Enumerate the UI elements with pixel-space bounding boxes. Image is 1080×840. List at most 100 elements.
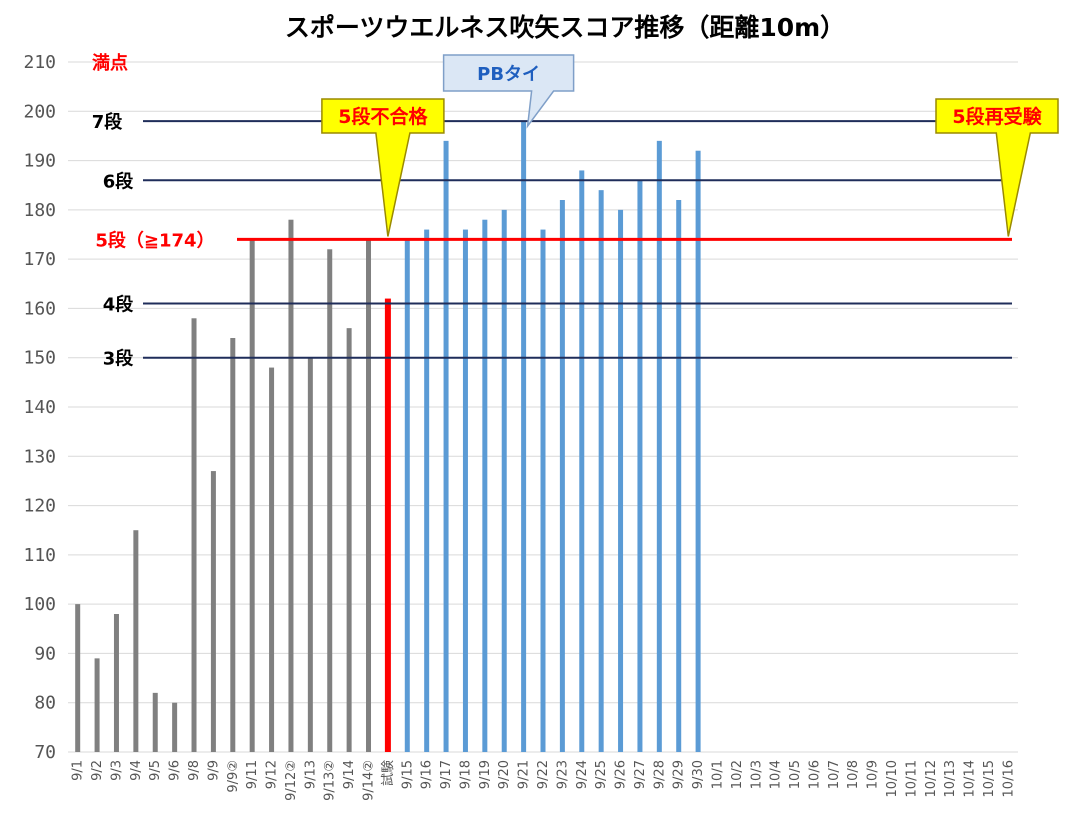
bar bbox=[540, 229, 546, 753]
bar bbox=[307, 357, 313, 752]
x-tick-label: 9/11 bbox=[245, 760, 260, 789]
x-tick-label: 9/8 bbox=[187, 760, 202, 781]
y-tick-label: 100 bbox=[23, 594, 56, 615]
x-tick-label: 9/19 bbox=[478, 760, 493, 789]
x-tick-label: 9/29 bbox=[672, 760, 687, 789]
x-tick-label: 10/3 bbox=[749, 760, 764, 789]
x-tick-label: 10/15 bbox=[982, 760, 997, 797]
y-tick-label: 190 bbox=[23, 151, 56, 172]
bar bbox=[327, 249, 333, 753]
x-tick-label: 9/30 bbox=[691, 760, 706, 789]
bar bbox=[210, 471, 216, 752]
bar bbox=[501, 209, 507, 752]
bar bbox=[695, 150, 701, 752]
x-tick-label: 9/4 bbox=[129, 760, 144, 781]
bar bbox=[172, 702, 178, 752]
x-tick-label: 10/16 bbox=[1001, 760, 1016, 797]
bar bbox=[598, 190, 604, 753]
callouts: 5段不合格 5段再受験 PBタイ bbox=[321, 54, 1059, 237]
bar bbox=[94, 658, 100, 752]
x-tick-label: 9/17 bbox=[439, 760, 454, 789]
bar bbox=[133, 530, 139, 752]
bar bbox=[366, 239, 372, 752]
y-tick-label: 130 bbox=[23, 446, 56, 467]
x-tick-label: 9/24 bbox=[575, 760, 590, 789]
x-tick-label: 10/12 bbox=[924, 760, 939, 797]
x-tick-label: 10/8 bbox=[846, 760, 861, 789]
y-tick-label: 180 bbox=[23, 200, 56, 221]
x-axis-labels: 9/1 9/2 9/3 9/4 9/5 9/6 9/8 9/9 9/9② 9/11 9/12 9/12… bbox=[71, 760, 1017, 801]
callout-label: 5段不合格 bbox=[338, 105, 428, 128]
bar bbox=[559, 200, 565, 752]
callout-shape bbox=[321, 98, 445, 237]
bar bbox=[384, 298, 391, 752]
x-tick-label: 10/2 bbox=[730, 760, 745, 789]
y-tick-label: 70 bbox=[34, 742, 56, 763]
x-tick-label: 9/25 bbox=[594, 760, 609, 789]
x-tick-label: 9/9 bbox=[206, 760, 221, 781]
bar bbox=[462, 229, 468, 753]
bar bbox=[152, 692, 158, 752]
reference-line-label: 満点 bbox=[92, 52, 128, 74]
x-tick-label: 試験 bbox=[380, 760, 396, 786]
x-tick-label: 9/13 bbox=[303, 760, 318, 789]
reference-line-label: 3段 bbox=[103, 348, 135, 370]
y-tick-label: 160 bbox=[23, 298, 56, 319]
bar bbox=[191, 318, 197, 752]
bar bbox=[656, 140, 662, 752]
x-tick-label: 10/14 bbox=[963, 760, 978, 797]
x-tick-label: 9/20 bbox=[497, 760, 512, 789]
x-tick-label: 9/28 bbox=[652, 760, 667, 789]
bar bbox=[288, 219, 294, 752]
x-tick-label: 10/5 bbox=[788, 760, 803, 789]
x-tick-label: 9/6 bbox=[168, 760, 183, 781]
bar bbox=[269, 367, 275, 752]
x-tick-label: 9/15 bbox=[400, 760, 415, 789]
callout-label: 5段再受験 bbox=[952, 105, 1042, 128]
y-tick-label: 210 bbox=[23, 52, 56, 73]
bar bbox=[676, 200, 682, 752]
chart-title: スポーツウエルネス吹矢スコア推移（距離10m） bbox=[285, 13, 845, 42]
bar bbox=[404, 239, 410, 752]
x-tick-label: 9/12 bbox=[265, 760, 280, 789]
x-tick-label: 9/5 bbox=[148, 760, 163, 781]
bar bbox=[75, 604, 81, 752]
callout-shape bbox=[442, 54, 575, 129]
reference-line-label: 6段 bbox=[103, 170, 135, 192]
x-tick-label: 9/21 bbox=[517, 760, 532, 789]
y-tick-label: 90 bbox=[34, 643, 56, 664]
x-tick-label: 10/9 bbox=[866, 760, 881, 789]
x-tick-label: 9/12② bbox=[284, 760, 299, 801]
x-tick-label: 9/26 bbox=[614, 760, 629, 789]
reference-line-label: 5段（≧174） bbox=[95, 229, 214, 251]
y-tick-label: 140 bbox=[23, 397, 56, 418]
bar bbox=[443, 140, 449, 752]
reference-lines: 満点 7段 6段 5段（≧174） 4段 3段 bbox=[92, 52, 1012, 370]
x-tick-label: 9/14② bbox=[362, 760, 377, 801]
x-tick-label: 9/3 bbox=[109, 760, 124, 781]
x-tick-label: 9/22 bbox=[536, 760, 551, 789]
x-tick-label: 9/2 bbox=[90, 760, 105, 781]
x-tick-label: 9/18 bbox=[458, 760, 473, 789]
x-tick-label: 9/9② bbox=[226, 760, 241, 793]
bar bbox=[521, 121, 527, 752]
bar bbox=[230, 338, 236, 752]
x-tick-label: 10/4 bbox=[769, 760, 784, 789]
callout-label: PBタイ bbox=[477, 64, 540, 85]
y-tick-label: 200 bbox=[23, 101, 56, 122]
callout-shape bbox=[935, 98, 1059, 237]
x-tick-label: 10/1 bbox=[710, 760, 725, 789]
bar bbox=[113, 614, 119, 752]
x-tick-label: 9/13② bbox=[323, 760, 338, 801]
x-tick-label: 10/13 bbox=[943, 760, 958, 797]
y-tick-label: 170 bbox=[23, 249, 56, 270]
x-tick-label: 9/23 bbox=[555, 760, 570, 789]
x-tick-label: 9/27 bbox=[633, 760, 648, 789]
y-axis-labels: 70 80 90 100 110 120 130 140 150 160 170 180 190 200 2… bbox=[23, 52, 56, 763]
bar bbox=[424, 229, 430, 753]
bar bbox=[618, 209, 624, 752]
bar bbox=[346, 328, 352, 752]
x-tick-label: 10/10 bbox=[885, 760, 900, 797]
bar bbox=[637, 180, 643, 753]
